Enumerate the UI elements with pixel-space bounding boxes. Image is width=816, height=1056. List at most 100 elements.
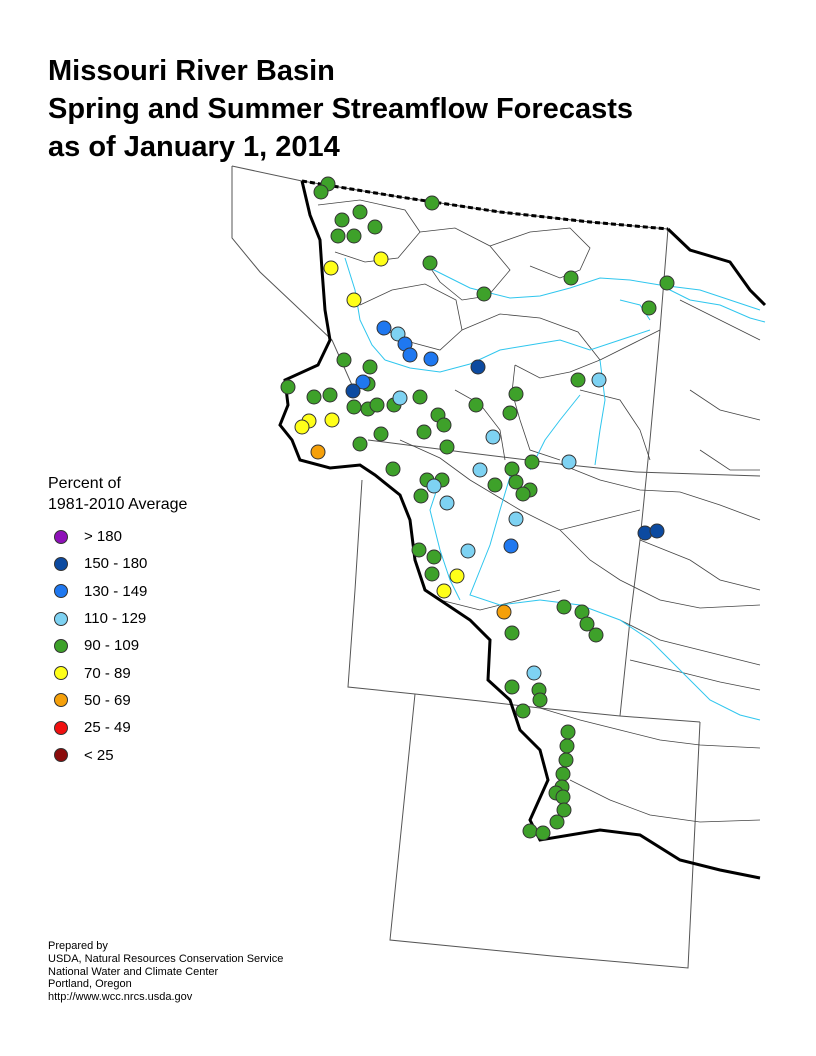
forecast-point — [439, 495, 455, 511]
forecast-point — [280, 379, 296, 395]
forecast-point — [570, 372, 586, 388]
legend-swatch-icon — [54, 584, 68, 599]
forecast-point — [411, 542, 427, 558]
credit-line: http://www.wcc.nrcs.usda.gov — [48, 991, 193, 1004]
forecast-point — [555, 766, 571, 782]
legend-item: 50 - 69 — [48, 687, 187, 714]
forecast-point — [385, 461, 401, 477]
forecast-point — [503, 538, 519, 554]
legend-item: > 180 — [48, 523, 187, 550]
basin-outline — [278, 179, 767, 880]
forecast-point — [313, 184, 329, 200]
forecast-point — [504, 679, 520, 695]
forecast-point — [352, 436, 368, 452]
forecast-point — [472, 462, 488, 478]
forecast-point — [449, 568, 465, 584]
subbasin-outlines — [317, 199, 761, 823]
forecast-point — [424, 195, 440, 211]
forecast-point — [535, 825, 551, 841]
legend: Percent of 1981-2010 Average > 180 150 - … — [48, 473, 187, 769]
forecast-point — [424, 566, 440, 582]
forecast-point — [555, 789, 571, 805]
forecast-point — [336, 352, 352, 368]
legend-label: > 180 — [84, 528, 122, 546]
forecast-point — [306, 389, 322, 405]
forecast-point — [426, 549, 442, 565]
forecast-point — [346, 228, 362, 244]
forecast-point — [416, 424, 432, 440]
forecast-point — [330, 228, 346, 244]
legend-swatch-icon — [54, 556, 68, 571]
legend-label: < 25 — [84, 746, 114, 764]
forecast-point — [345, 383, 361, 399]
legend-label: 90 - 109 — [84, 637, 140, 655]
legend-item: 90 - 109 — [48, 632, 187, 659]
forecast-point — [376, 320, 392, 336]
legend-swatch-icon — [54, 638, 68, 653]
forecast-point — [558, 752, 574, 768]
forecast-point — [515, 703, 531, 719]
title-line: Spring and Summer Streamflow Forecasts — [48, 93, 633, 125]
legend-label: 110 - 129 — [84, 610, 147, 628]
forecast-point — [560, 724, 576, 740]
credits: Prepared by USDA, Natural Resources Cons… — [48, 940, 283, 1004]
forecast-point — [436, 417, 452, 433]
forecast-point — [373, 251, 389, 267]
forecast-point — [476, 286, 492, 302]
credit-line: Portland, Oregon — [48, 978, 132, 991]
forecast-point — [508, 474, 524, 490]
forecast-point — [561, 454, 577, 470]
forecast-point — [556, 802, 572, 818]
forecast-point — [556, 599, 572, 615]
forecast-point — [641, 300, 657, 316]
legend-list: > 180 150 - 180 130 - 149 110 - 129 90 - 109… — [48, 523, 187, 769]
legend-item: 150 - 180 — [48, 550, 187, 577]
title-line: as of January 1, 2014 — [48, 131, 340, 163]
credit-line: USDA, Natural Resources Conservation Ser… — [48, 952, 284, 965]
forecast-point — [392, 390, 408, 406]
forecast-point — [355, 374, 371, 390]
forecast-point — [426, 478, 442, 494]
forecast-point — [402, 347, 418, 363]
legend-swatch-icon — [54, 693, 68, 708]
forecast-point — [460, 543, 476, 559]
forecast-points — [280, 176, 675, 841]
forecast-point — [413, 488, 429, 504]
forecast-point — [352, 204, 368, 220]
legend-swatch-icon — [54, 611, 68, 626]
forecast-point — [439, 439, 455, 455]
forecast-point — [504, 625, 520, 641]
legend-label: 25 - 49 — [84, 719, 131, 737]
legend-item: < 25 — [48, 741, 187, 768]
forecast-point — [515, 486, 531, 502]
legend-title: Percent of 1981-2010 Average — [48, 473, 187, 515]
forecast-point — [422, 255, 438, 271]
forecast-point — [591, 372, 607, 388]
legend-title-line: Percent of — [48, 475, 121, 492]
forecast-point — [470, 359, 486, 375]
forecast-point — [323, 260, 339, 276]
legend-swatch-icon — [54, 720, 68, 735]
forecast-point — [649, 523, 665, 539]
legend-label: 70 - 89 — [84, 664, 131, 682]
forecast-point — [369, 397, 385, 413]
legend-label: 130 - 149 — [84, 582, 148, 600]
forecast-point — [508, 511, 524, 527]
title-line: Missouri River Basin — [48, 55, 335, 87]
forecast-point — [579, 616, 595, 632]
forecast-point — [436, 583, 452, 599]
forecast-point — [373, 426, 389, 442]
forecast-point — [588, 627, 604, 643]
forecast-point — [532, 692, 548, 708]
forecast-point — [423, 351, 439, 367]
forecast-point — [487, 477, 503, 493]
legend-title-line: 1981-2010 Average — [48, 496, 188, 513]
forecast-point — [549, 814, 565, 830]
forecast-point — [334, 212, 350, 228]
legend-item: 110 - 129 — [48, 605, 187, 632]
credit-line: National Water and Climate Center — [48, 965, 219, 978]
forecast-point — [526, 665, 542, 681]
legend-label: 150 - 180 — [84, 555, 148, 573]
forecast-point — [522, 823, 538, 839]
